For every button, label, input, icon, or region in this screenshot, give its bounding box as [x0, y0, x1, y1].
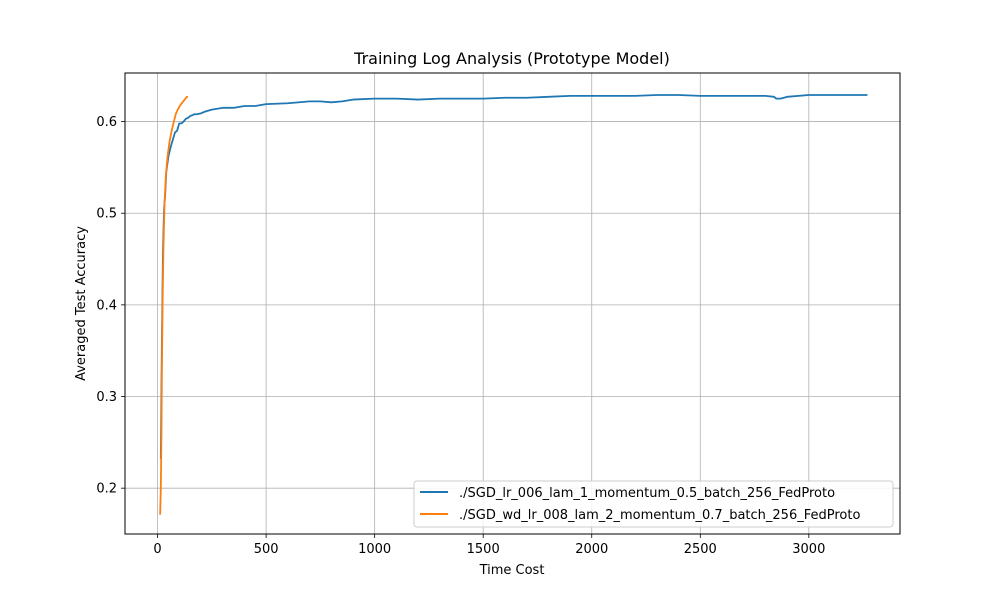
legend-label-series-1: ./SGD_lr_006_lam_1_momentum_0.5_batch_25… — [459, 486, 835, 501]
y-tick-label: 0.5 — [96, 207, 117, 222]
x-tick-label: 0 — [153, 542, 161, 557]
legend: ./SGD_lr_006_lam_1_momentum_0.5_batch_25… — [413, 480, 894, 528]
plot-frame — [124, 72, 901, 535]
x-tick-label: 500 — [254, 542, 279, 557]
y-tick-label: 0.2 — [96, 482, 117, 497]
axis-ticks: 0 500 1000 1500 2000 2500 3000 0.2 0.3 0.4 0.5 0.6 — [96, 115, 825, 557]
series-line-1 — [159, 94, 868, 459]
x-tick-label: 1500 — [467, 542, 500, 557]
series-line-2 — [159, 95, 188, 515]
chart-title: Training Log Analysis (Prototype Model) — [353, 49, 670, 68]
grid — [125, 73, 900, 534]
x-tick-label: 3000 — [792, 542, 825, 557]
x-tick-label: 1000 — [358, 542, 391, 557]
y-tick-label: 0.3 — [96, 390, 117, 405]
x-tick-label: 2000 — [575, 542, 608, 557]
plot-series — [159, 94, 868, 515]
x-axis-label: Time Cost — [479, 563, 545, 578]
legend-label-series-2: ./SGD_wd_lr_008_lam_2_momentum_0.7_batch… — [459, 508, 860, 523]
y-tick-label: 0.6 — [96, 115, 117, 130]
y-axis-label: Averaged Test Accuracy — [74, 226, 89, 381]
y-tick-label: 0.4 — [96, 298, 117, 313]
x-tick-label: 2500 — [684, 542, 717, 557]
legend-box — [413, 480, 894, 528]
